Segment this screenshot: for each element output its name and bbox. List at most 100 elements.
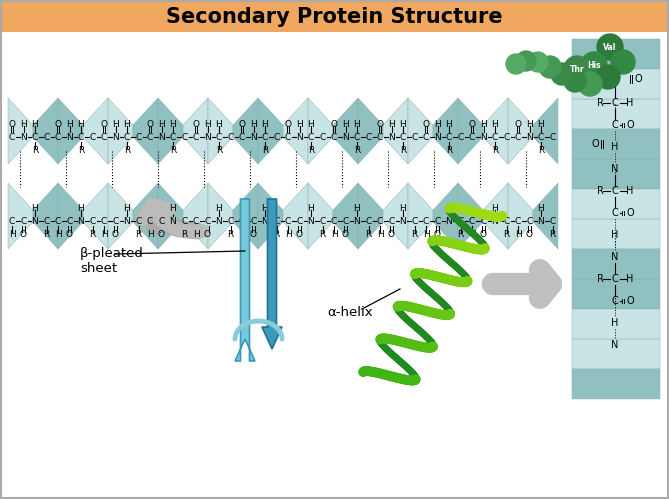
- Circle shape: [597, 34, 623, 60]
- Text: O: O: [330, 119, 337, 129]
- Text: C: C: [250, 217, 257, 226]
- Polygon shape: [208, 183, 233, 249]
- Text: R: R: [549, 230, 556, 239]
- Text: C: C: [365, 133, 371, 142]
- Polygon shape: [433, 98, 458, 164]
- Text: N: N: [31, 217, 38, 226]
- Text: R: R: [262, 146, 268, 155]
- Polygon shape: [308, 98, 333, 164]
- Text: C: C: [458, 217, 464, 226]
- Text: N: N: [112, 133, 119, 142]
- Text: O: O: [147, 119, 153, 129]
- Text: H: H: [434, 119, 441, 129]
- Text: H: H: [388, 119, 395, 129]
- Text: O: O: [296, 230, 303, 239]
- Text: O: O: [434, 230, 441, 239]
- Text: R: R: [32, 146, 38, 155]
- Text: C: C: [343, 217, 349, 226]
- Polygon shape: [458, 98, 483, 164]
- Text: H: H: [626, 274, 634, 284]
- Text: O: O: [54, 119, 62, 129]
- Text: R: R: [597, 98, 603, 108]
- Text: C: C: [147, 217, 153, 226]
- Polygon shape: [572, 249, 660, 279]
- Text: C: C: [377, 217, 383, 226]
- Text: O: O: [388, 230, 395, 239]
- Text: C: C: [181, 133, 187, 142]
- Text: C: C: [135, 217, 142, 226]
- Text: O: O: [284, 119, 292, 129]
- Text: C: C: [365, 217, 371, 226]
- Text: C: C: [538, 133, 544, 142]
- Text: O: O: [514, 119, 522, 129]
- Polygon shape: [572, 99, 660, 129]
- Text: C: C: [400, 133, 406, 142]
- Text: R: R: [308, 146, 314, 155]
- Polygon shape: [508, 98, 533, 164]
- Text: C: C: [32, 133, 38, 142]
- Text: C: C: [423, 133, 429, 142]
- Text: H: H: [399, 119, 406, 129]
- Text: C: C: [377, 133, 383, 142]
- Polygon shape: [158, 98, 183, 164]
- Text: N: N: [480, 133, 487, 142]
- Text: N: N: [250, 133, 257, 142]
- Circle shape: [551, 63, 573, 85]
- Text: C: C: [227, 133, 233, 142]
- Text: O: O: [342, 230, 349, 239]
- Text: N: N: [354, 217, 361, 226]
- Circle shape: [596, 65, 620, 89]
- Text: H: H: [215, 119, 222, 129]
- Text: C: C: [204, 217, 211, 226]
- Text: C: C: [124, 133, 130, 142]
- Text: R: R: [458, 230, 464, 239]
- Text: O: O: [239, 119, 246, 129]
- Text: H: H: [611, 230, 619, 240]
- Text: H: H: [538, 204, 545, 213]
- Text: C: C: [43, 133, 50, 142]
- Text: C: C: [549, 133, 556, 142]
- Polygon shape: [572, 279, 660, 309]
- Polygon shape: [283, 98, 308, 164]
- Text: H: H: [239, 230, 246, 239]
- Text: C: C: [319, 217, 326, 226]
- Text: C: C: [90, 133, 96, 142]
- Text: Secondary Protein Structure: Secondary Protein Structure: [166, 7, 502, 27]
- Text: C: C: [354, 133, 360, 142]
- Text: C: C: [274, 133, 280, 142]
- Text: H: H: [55, 230, 62, 239]
- Polygon shape: [258, 183, 283, 249]
- Polygon shape: [572, 159, 660, 189]
- Polygon shape: [133, 98, 158, 164]
- Text: N: N: [611, 252, 619, 262]
- Polygon shape: [233, 98, 258, 164]
- Text: H: H: [399, 204, 406, 213]
- Text: C: C: [55, 133, 61, 142]
- Polygon shape: [408, 183, 433, 249]
- Polygon shape: [33, 183, 58, 249]
- Text: C: C: [434, 217, 441, 226]
- Text: N: N: [262, 217, 268, 226]
- Text: H: H: [31, 119, 38, 129]
- Text: H: H: [284, 230, 292, 239]
- Text: H: H: [158, 119, 165, 129]
- Text: O: O: [626, 208, 634, 218]
- Polygon shape: [508, 183, 533, 249]
- Text: H: H: [342, 119, 349, 129]
- Polygon shape: [572, 69, 660, 99]
- Text: R: R: [597, 186, 603, 196]
- Polygon shape: [458, 183, 483, 249]
- Text: C: C: [285, 133, 291, 142]
- Text: C: C: [411, 133, 417, 142]
- Polygon shape: [433, 183, 458, 249]
- Text: H: H: [20, 119, 27, 129]
- Text: N: N: [446, 217, 452, 226]
- Text: N: N: [399, 217, 406, 226]
- Text: H: H: [66, 119, 73, 129]
- Polygon shape: [383, 98, 408, 164]
- Text: R: R: [538, 146, 544, 155]
- Text: N: N: [204, 133, 211, 142]
- Text: C: C: [262, 133, 268, 142]
- Text: H: H: [330, 230, 337, 239]
- Text: N: N: [308, 217, 314, 226]
